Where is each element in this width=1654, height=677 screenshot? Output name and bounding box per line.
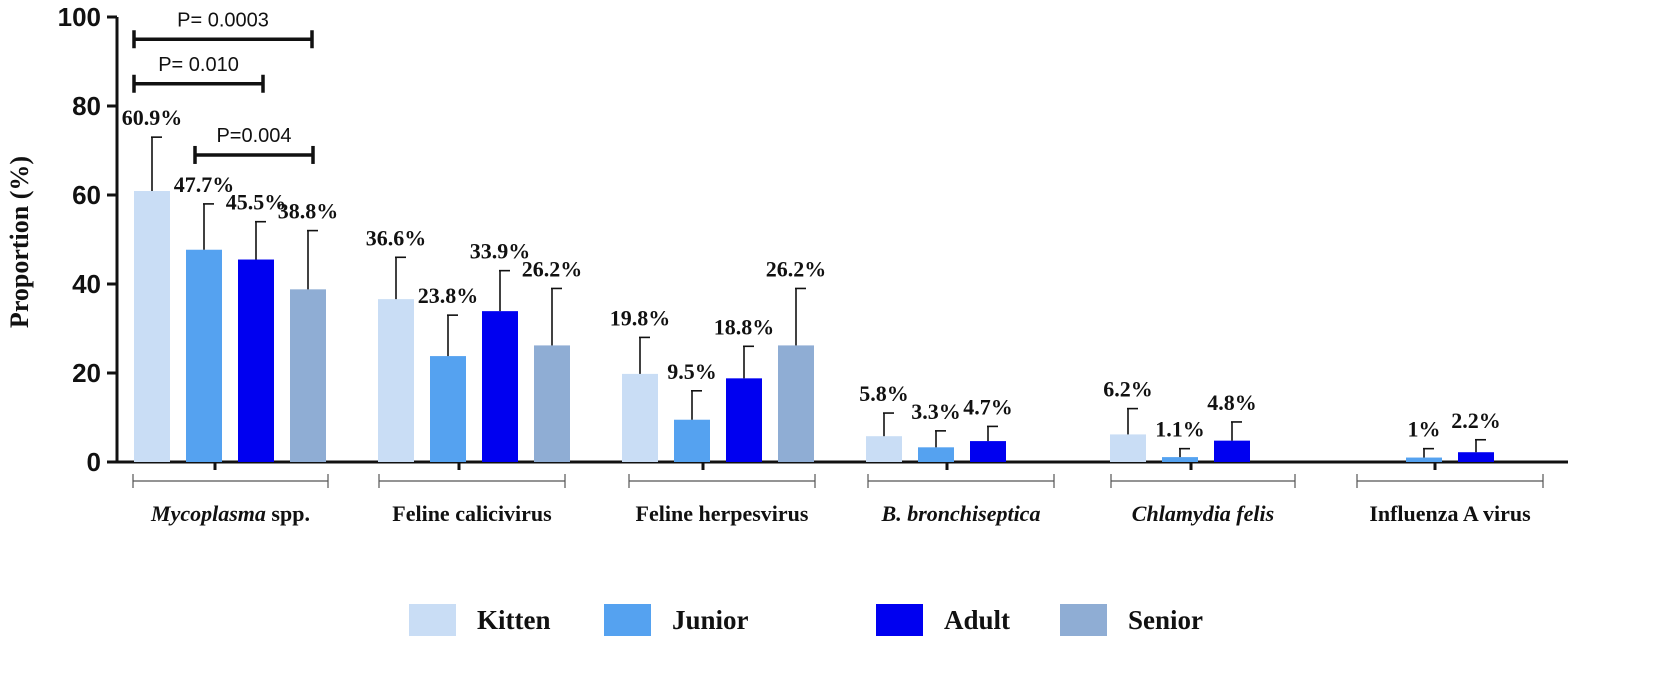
bar-junior xyxy=(1406,457,1442,462)
bar-junior xyxy=(1162,457,1198,462)
category-name: Influenza A virus xyxy=(1369,501,1531,526)
legend-swatch-adult xyxy=(876,604,923,636)
data-label: 4.8% xyxy=(1207,390,1257,415)
legend-swatch-kitten xyxy=(409,604,456,636)
bar-junior xyxy=(186,249,222,462)
data-label: 3.3% xyxy=(911,399,961,424)
bar-junior xyxy=(674,419,710,462)
bars: 60.9% 36.6% 19.8% 5.8% 6.2% 47.7% 23.8% 9.5% 3.3… xyxy=(122,105,1501,462)
category-name: Feline calicivirus xyxy=(392,501,552,526)
category-name: Feline herpesvirus xyxy=(636,501,809,526)
data-label: 36.6% xyxy=(366,225,427,250)
data-label: 47.7% xyxy=(174,172,235,197)
legend-label: Junior xyxy=(672,605,749,635)
bar-junior xyxy=(430,356,466,462)
data-label: 1% xyxy=(1408,417,1441,442)
category-name: Chlamydia felis xyxy=(1132,501,1274,526)
y-tick-label: 0 xyxy=(87,447,101,477)
data-label: 18.8% xyxy=(714,314,775,339)
data-label: 4.7% xyxy=(963,394,1013,419)
bar-senior xyxy=(534,345,570,462)
y-axis-label: Proportion (%) xyxy=(5,156,34,328)
y-tick-label: 80 xyxy=(72,91,101,121)
data-label: 23.8% xyxy=(418,283,479,308)
data-label: 9.5% xyxy=(667,359,717,384)
legend-swatch-junior xyxy=(604,604,651,636)
significance-brackets: P= 0.0003 P= 0.010 P=0.004 xyxy=(132,9,315,164)
y-tick-label: 20 xyxy=(72,358,101,388)
legend-label: Senior xyxy=(1128,605,1203,635)
category-suffix: spp. xyxy=(266,501,310,526)
bar-adult xyxy=(238,259,274,462)
data-label: 26.2% xyxy=(522,256,583,281)
y-tick-label: 60 xyxy=(72,180,101,210)
category-label: Chlamydia felis xyxy=(1132,501,1274,526)
x-axis-categories: Mycoplasma spp. Feline calicivirus Feline … xyxy=(132,474,1544,526)
bar-junior xyxy=(918,447,954,462)
category-label: Feline calicivirus xyxy=(392,501,552,526)
bar-kitten xyxy=(622,373,658,462)
bar-kitten xyxy=(866,436,902,462)
bar-adult xyxy=(1214,440,1250,462)
bar-adult xyxy=(726,378,762,462)
axes: 0 20 40 60 80 100 xyxy=(58,2,1568,477)
legend-swatch-senior xyxy=(1060,604,1107,636)
data-label: 5.8% xyxy=(859,381,909,406)
y-tick-label: 40 xyxy=(72,269,101,299)
sig-label: P=0.004 xyxy=(216,125,291,147)
data-label: 33.9% xyxy=(470,239,531,264)
y-tick-label: 100 xyxy=(58,2,101,32)
category-name: Mycoplasma xyxy=(150,501,266,526)
bar-kitten xyxy=(134,190,170,462)
data-label: 45.5% xyxy=(226,190,287,215)
data-label: 26.2% xyxy=(766,256,827,281)
bar-adult xyxy=(1458,452,1494,462)
data-label: 19.8% xyxy=(610,305,671,330)
bar-adult xyxy=(970,441,1006,462)
data-label: 60.9% xyxy=(122,105,183,130)
data-label: 1.1% xyxy=(1155,417,1205,442)
bar-senior xyxy=(778,345,814,462)
category-label: Influenza A virus xyxy=(1369,501,1531,526)
sig-label: P= 0.0003 xyxy=(177,9,269,31)
bar-kitten xyxy=(378,299,414,462)
category-label: Mycoplasma spp. xyxy=(150,501,310,526)
legend-label: Adult xyxy=(944,605,1010,635)
sig-label: P= 0.010 xyxy=(158,54,239,76)
category-label: Feline herpesvirus xyxy=(636,501,809,526)
legend: Kitten Junior Adult Senior xyxy=(409,604,1203,636)
data-label: 6.2% xyxy=(1103,377,1153,402)
bar-senior xyxy=(290,289,326,462)
data-label: 38.8% xyxy=(278,199,339,224)
bar-adult xyxy=(482,311,518,462)
category-label: B. bronchiseptica xyxy=(881,501,1041,526)
legend-label: Kitten xyxy=(477,605,551,635)
bar-kitten xyxy=(1110,434,1146,462)
category-name: B. bronchiseptica xyxy=(881,501,1041,526)
data-label: 2.2% xyxy=(1451,408,1501,433)
